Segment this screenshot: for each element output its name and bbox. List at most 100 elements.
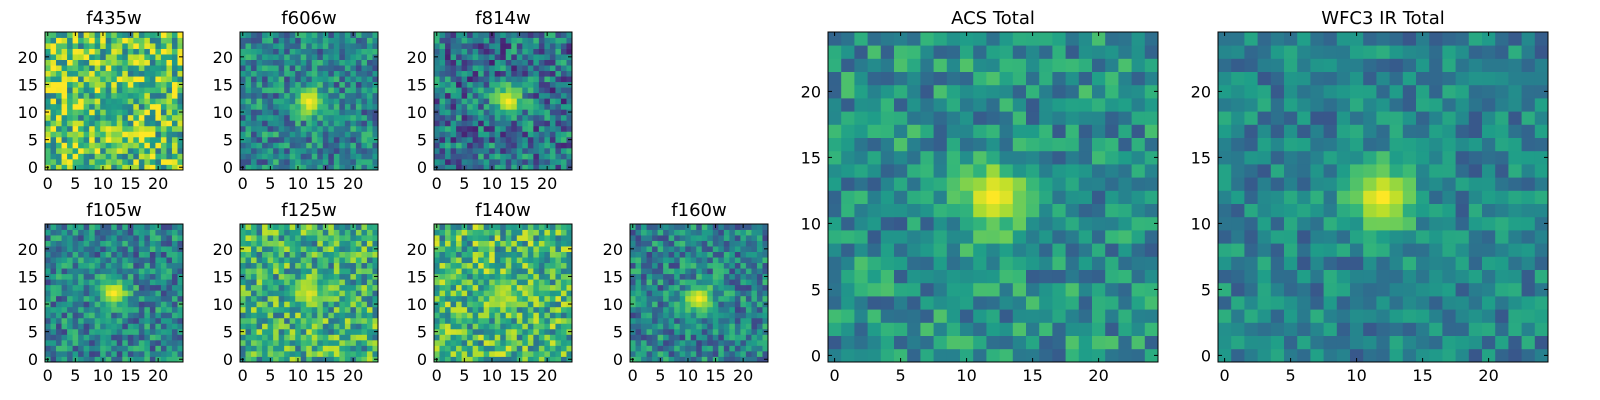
heatmap-cell — [527, 37, 534, 44]
heatmap-cell — [166, 284, 173, 291]
heatmap-cell — [116, 81, 123, 88]
heatmap-cell — [372, 290, 379, 297]
heatmap-cell — [679, 290, 686, 297]
heatmap-cell — [456, 153, 462, 160]
heatmap-cell — [133, 136, 140, 143]
heatmap-cell — [467, 328, 474, 335]
heatmap-cell — [907, 269, 921, 284]
heatmap-cell — [511, 356, 518, 363]
heatmap-cell — [544, 257, 551, 264]
heatmap-cell — [445, 109, 451, 116]
heatmap-cell — [317, 136, 324, 143]
heatmap-cell — [641, 301, 647, 308]
heatmap-cell — [355, 114, 362, 121]
x-tick-label: 0 — [43, 174, 53, 193]
heatmap-cell — [262, 48, 268, 55]
heatmap-cell — [920, 150, 934, 165]
heatmap-cell — [663, 262, 670, 269]
heatmap-cell — [133, 103, 140, 110]
heatmap-cell — [756, 356, 763, 363]
heatmap-cell — [322, 240, 329, 247]
heatmap-cell — [560, 290, 567, 297]
heatmap-cell — [1105, 296, 1119, 310]
heatmap-cell — [160, 59, 167, 66]
heatmap-cell — [127, 98, 134, 105]
heatmap-cell — [690, 345, 697, 352]
heatmap-cell — [549, 306, 556, 313]
heatmap-cell — [133, 70, 140, 77]
heatmap-cell — [696, 334, 703, 341]
heatmap-cell — [284, 70, 291, 77]
heatmap-cell — [300, 295, 307, 302]
heatmap-cell — [456, 328, 462, 335]
heatmap-cell — [685, 229, 692, 236]
heatmap-cell — [144, 37, 151, 44]
heatmap-cell — [133, 120, 140, 127]
heatmap-cell — [56, 312, 62, 319]
heatmap-cell — [111, 284, 118, 291]
heatmap-cell — [1105, 190, 1119, 204]
heatmap-cell — [328, 92, 335, 99]
heatmap-cell — [511, 109, 518, 116]
heatmap-cell — [160, 103, 167, 110]
heatmap-cell — [712, 317, 719, 324]
heatmap-cell — [461, 98, 468, 105]
heatmap-cell — [1092, 190, 1106, 204]
heatmap-cell — [100, 76, 107, 83]
heatmap-cell — [516, 312, 523, 319]
heatmap-cell — [756, 345, 763, 352]
heatmap-cell — [685, 268, 692, 275]
heatmap-cell — [273, 356, 280, 363]
heatmap-cell — [450, 251, 457, 258]
heatmap-cell — [111, 235, 118, 241]
heatmap-cell — [478, 120, 485, 127]
heatmap-cell — [284, 284, 291, 291]
heatmap-cell — [566, 43, 573, 49]
heatmap-cell — [166, 290, 173, 297]
heatmap-cell — [729, 328, 736, 335]
heatmap-cell — [867, 243, 882, 257]
heatmap-cell — [445, 268, 451, 275]
heatmap-cell — [522, 43, 529, 49]
heatmap-cell — [478, 268, 485, 275]
x-tick-label: 10 — [93, 366, 113, 385]
heatmap-cell — [138, 37, 145, 44]
heatmap-cell — [284, 136, 291, 143]
heatmap-cell — [652, 312, 658, 319]
heatmap-cell — [295, 114, 302, 121]
heatmap-cell — [707, 328, 714, 335]
heatmap-cell — [355, 290, 362, 297]
heatmap-cell — [256, 65, 263, 72]
heatmap-cell — [696, 328, 703, 335]
heatmap-cell — [171, 312, 178, 319]
heatmap-cell — [111, 158, 118, 165]
heatmap-cell — [544, 65, 551, 72]
heatmap-cell — [45, 70, 51, 77]
heatmap-cell — [100, 350, 107, 357]
heatmap-cell — [295, 92, 302, 99]
heatmap-cell — [56, 37, 62, 44]
heatmap-cell — [127, 317, 134, 324]
heatmap-cell — [149, 240, 156, 247]
heatmap-cell — [333, 120, 340, 127]
heatmap-cell — [461, 43, 468, 49]
heatmap-cell — [538, 76, 545, 83]
heatmap-cell — [500, 98, 507, 105]
heatmap-cell — [61, 65, 68, 72]
heatmap-cell — [122, 98, 129, 105]
heatmap-cell — [516, 339, 523, 346]
heatmap-cell — [133, 32, 140, 38]
heatmap-cell — [339, 59, 346, 66]
heatmap-cell — [1052, 282, 1066, 297]
heatmap-cell — [472, 323, 479, 330]
heatmap-cell — [527, 158, 534, 165]
heatmap-cell — [635, 356, 642, 363]
heatmap-cell — [89, 120, 96, 127]
heatmap-cell — [841, 190, 855, 204]
heatmap-cell — [663, 229, 670, 236]
heatmap-cell — [245, 284, 252, 291]
heatmap-cell — [311, 257, 318, 264]
heatmap-cell — [538, 109, 545, 116]
heatmap-cell — [355, 142, 362, 149]
heatmap-cell — [467, 317, 474, 324]
